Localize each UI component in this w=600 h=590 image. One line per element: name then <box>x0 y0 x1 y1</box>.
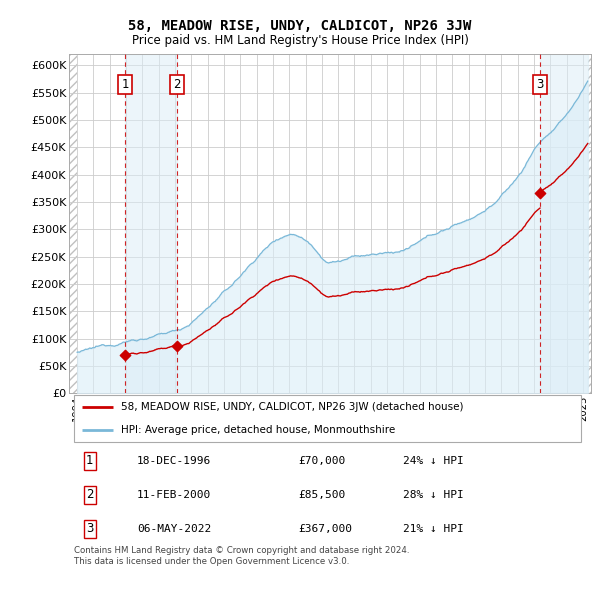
Text: 1: 1 <box>122 78 129 91</box>
Bar <box>125 54 177 393</box>
Text: Contains HM Land Registry data © Crown copyright and database right 2024.
This d: Contains HM Land Registry data © Crown c… <box>74 546 410 566</box>
Text: 24% ↓ HPI: 24% ↓ HPI <box>403 456 464 466</box>
Text: 2: 2 <box>173 78 181 91</box>
Point <box>535 188 545 197</box>
Text: 1: 1 <box>86 454 94 467</box>
Text: 06-MAY-2022: 06-MAY-2022 <box>137 524 211 534</box>
Text: 3: 3 <box>86 522 94 535</box>
Text: 28% ↓ HPI: 28% ↓ HPI <box>403 490 464 500</box>
Text: Price paid vs. HM Land Registry's House Price Index (HPI): Price paid vs. HM Land Registry's House … <box>131 34 469 47</box>
Point <box>172 342 182 351</box>
Text: 58, MEADOW RISE, UNDY, CALDICOT, NP26 3JW: 58, MEADOW RISE, UNDY, CALDICOT, NP26 3J… <box>128 19 472 33</box>
Text: £70,000: £70,000 <box>299 456 346 466</box>
Text: 21% ↓ HPI: 21% ↓ HPI <box>403 524 464 534</box>
Text: 2: 2 <box>86 489 94 502</box>
Text: £367,000: £367,000 <box>299 524 353 534</box>
Text: HPI: Average price, detached house, Monmouthshire: HPI: Average price, detached house, Monm… <box>121 425 395 435</box>
Bar <box>540 54 588 393</box>
Text: 11-FEB-2000: 11-FEB-2000 <box>137 490 211 500</box>
Text: 3: 3 <box>536 78 544 91</box>
Text: 18-DEC-1996: 18-DEC-1996 <box>137 456 211 466</box>
Text: 58, MEADOW RISE, UNDY, CALDICOT, NP26 3JW (detached house): 58, MEADOW RISE, UNDY, CALDICOT, NP26 3J… <box>121 402 464 412</box>
FancyBboxPatch shape <box>74 395 581 442</box>
Point <box>121 350 130 360</box>
Text: £85,500: £85,500 <box>299 490 346 500</box>
